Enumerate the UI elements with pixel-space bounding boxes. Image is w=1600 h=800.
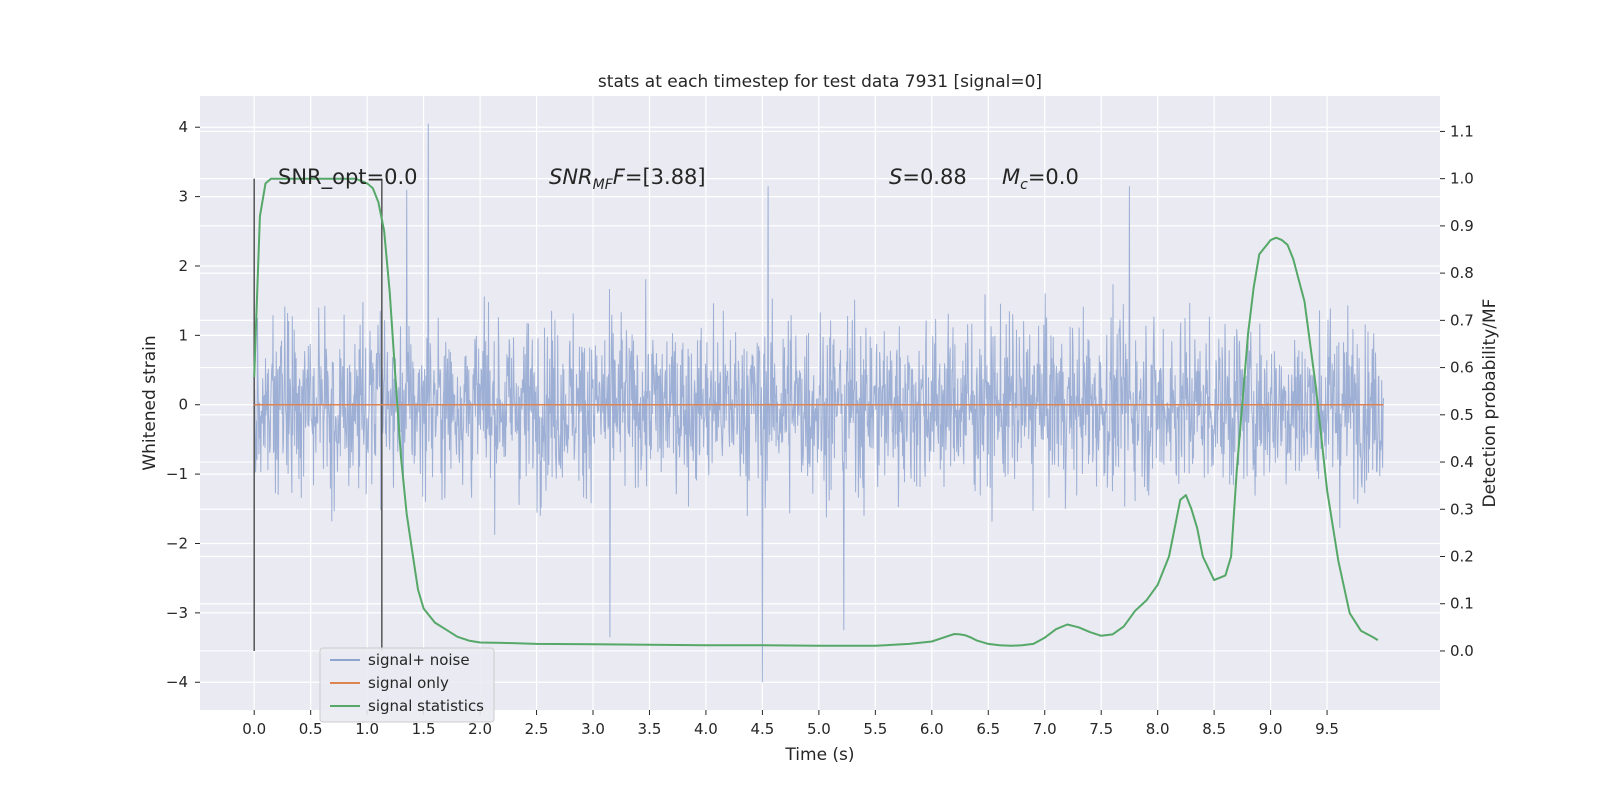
y2-tick-label: 0.0 xyxy=(1450,642,1474,660)
annotation-s-main: S xyxy=(889,165,902,189)
x-tick-label: 1.5 xyxy=(412,720,436,738)
x-tick-label: 2.0 xyxy=(468,720,492,738)
y2-tick-label: 1.0 xyxy=(1450,170,1474,188)
y-tick-label: −2 xyxy=(166,534,188,552)
annotation-s-tail: =0.88 xyxy=(902,165,966,189)
y-tick-label: 4 xyxy=(178,118,188,136)
x-tick-label: 0.5 xyxy=(299,720,323,738)
y-tick-label: 2 xyxy=(178,257,188,275)
y2-tick-label: 1.1 xyxy=(1450,122,1474,140)
x-tick-label: 2.5 xyxy=(525,720,549,738)
x-tick-label: 5.0 xyxy=(807,720,831,738)
legend-label-signal-only: signal only xyxy=(368,674,449,692)
x-tick-label: 3.5 xyxy=(638,720,662,738)
annotation-s: S=0.88 xyxy=(889,165,967,189)
x-tick-label: 3.0 xyxy=(581,720,605,738)
annotation-snr-mf-f: F xyxy=(613,165,626,189)
x-axis-label: Time (s) xyxy=(784,745,854,765)
x-tick-label: 7.5 xyxy=(1089,720,1113,738)
annotation-snr-mf-main: SNR xyxy=(549,165,593,189)
legend-box xyxy=(319,647,495,723)
x-tick-label: 9.0 xyxy=(1259,720,1283,738)
y2-tick-label: 0.5 xyxy=(1450,406,1474,424)
annotation-mc-tail: =0.0 xyxy=(1028,165,1079,189)
y-tick-label: −3 xyxy=(166,604,188,622)
y2-tick-label: 0.4 xyxy=(1450,453,1474,471)
x-tick-label: 6.5 xyxy=(976,720,1000,738)
legend-label-signal-noise: signal+ noise xyxy=(368,651,470,669)
annotation-snr-mf: SNRMFF=[3.88] xyxy=(549,165,706,193)
y2-tick-label: 0.2 xyxy=(1450,548,1474,566)
x-tick-label: 4.5 xyxy=(750,720,774,738)
x-tick-label: 9.5 xyxy=(1315,720,1339,738)
signal-statistics-line xyxy=(253,177,1379,647)
y2-tick-label: 0.7 xyxy=(1450,311,1474,329)
x-tick-label: 1.0 xyxy=(355,720,379,738)
annotation-snr-opt: SNR_opt=0.0 xyxy=(278,165,418,190)
y-tick-label: −4 xyxy=(166,673,188,691)
annotation-mc-main: M xyxy=(1002,165,1020,189)
chart-title: stats at each timestep for test data 793… xyxy=(598,72,1042,92)
x-tick-label: 8.0 xyxy=(1146,720,1170,738)
legend: signal+ noise signal only signal statist… xyxy=(319,647,495,723)
ticks: 0.0 0.5 1.0 1.5 2.0 2.5 3.0 3.5 4.0 4.5 5.0 5.5 6.0 6… xyxy=(166,118,1474,738)
annotation-snr-mf-sub: MF xyxy=(593,177,614,193)
annotation-snr-mf-tail: =[3.88] xyxy=(625,165,706,189)
x-tick-label: 4.0 xyxy=(694,720,718,738)
x-tick-label: 7.0 xyxy=(1033,720,1057,738)
y2-axis-label: Detection probability/MF xyxy=(1480,299,1500,508)
y2-tick-label: 0.8 xyxy=(1450,264,1474,282)
y2-tick-label: 0.6 xyxy=(1450,359,1474,377)
annotation-mc-sub: c xyxy=(1020,177,1028,193)
y-axis-label: Whitened strain xyxy=(140,335,160,470)
annotation-mc: Mc=0.0 xyxy=(1002,165,1079,193)
y2-tick-label: 0.9 xyxy=(1450,217,1474,235)
x-tick-label: 0.0 xyxy=(242,720,266,738)
signal-statistics-series xyxy=(253,177,1379,647)
vertical-markers xyxy=(253,178,383,651)
y-tick-label: 3 xyxy=(178,188,188,206)
y2-tick-label: 0.1 xyxy=(1450,595,1474,613)
y-tick-label: 0 xyxy=(178,396,188,414)
x-tick-label: 8.5 xyxy=(1202,720,1226,738)
y-tick-label: 1 xyxy=(178,326,188,344)
legend-label-signal-statistics: signal statistics xyxy=(368,697,484,715)
x-tick-label: 6.0 xyxy=(920,720,944,738)
y-tick-label: −1 xyxy=(166,465,188,483)
x-tick-label: 5.5 xyxy=(863,720,887,738)
y2-tick-label: 0.3 xyxy=(1450,500,1474,518)
